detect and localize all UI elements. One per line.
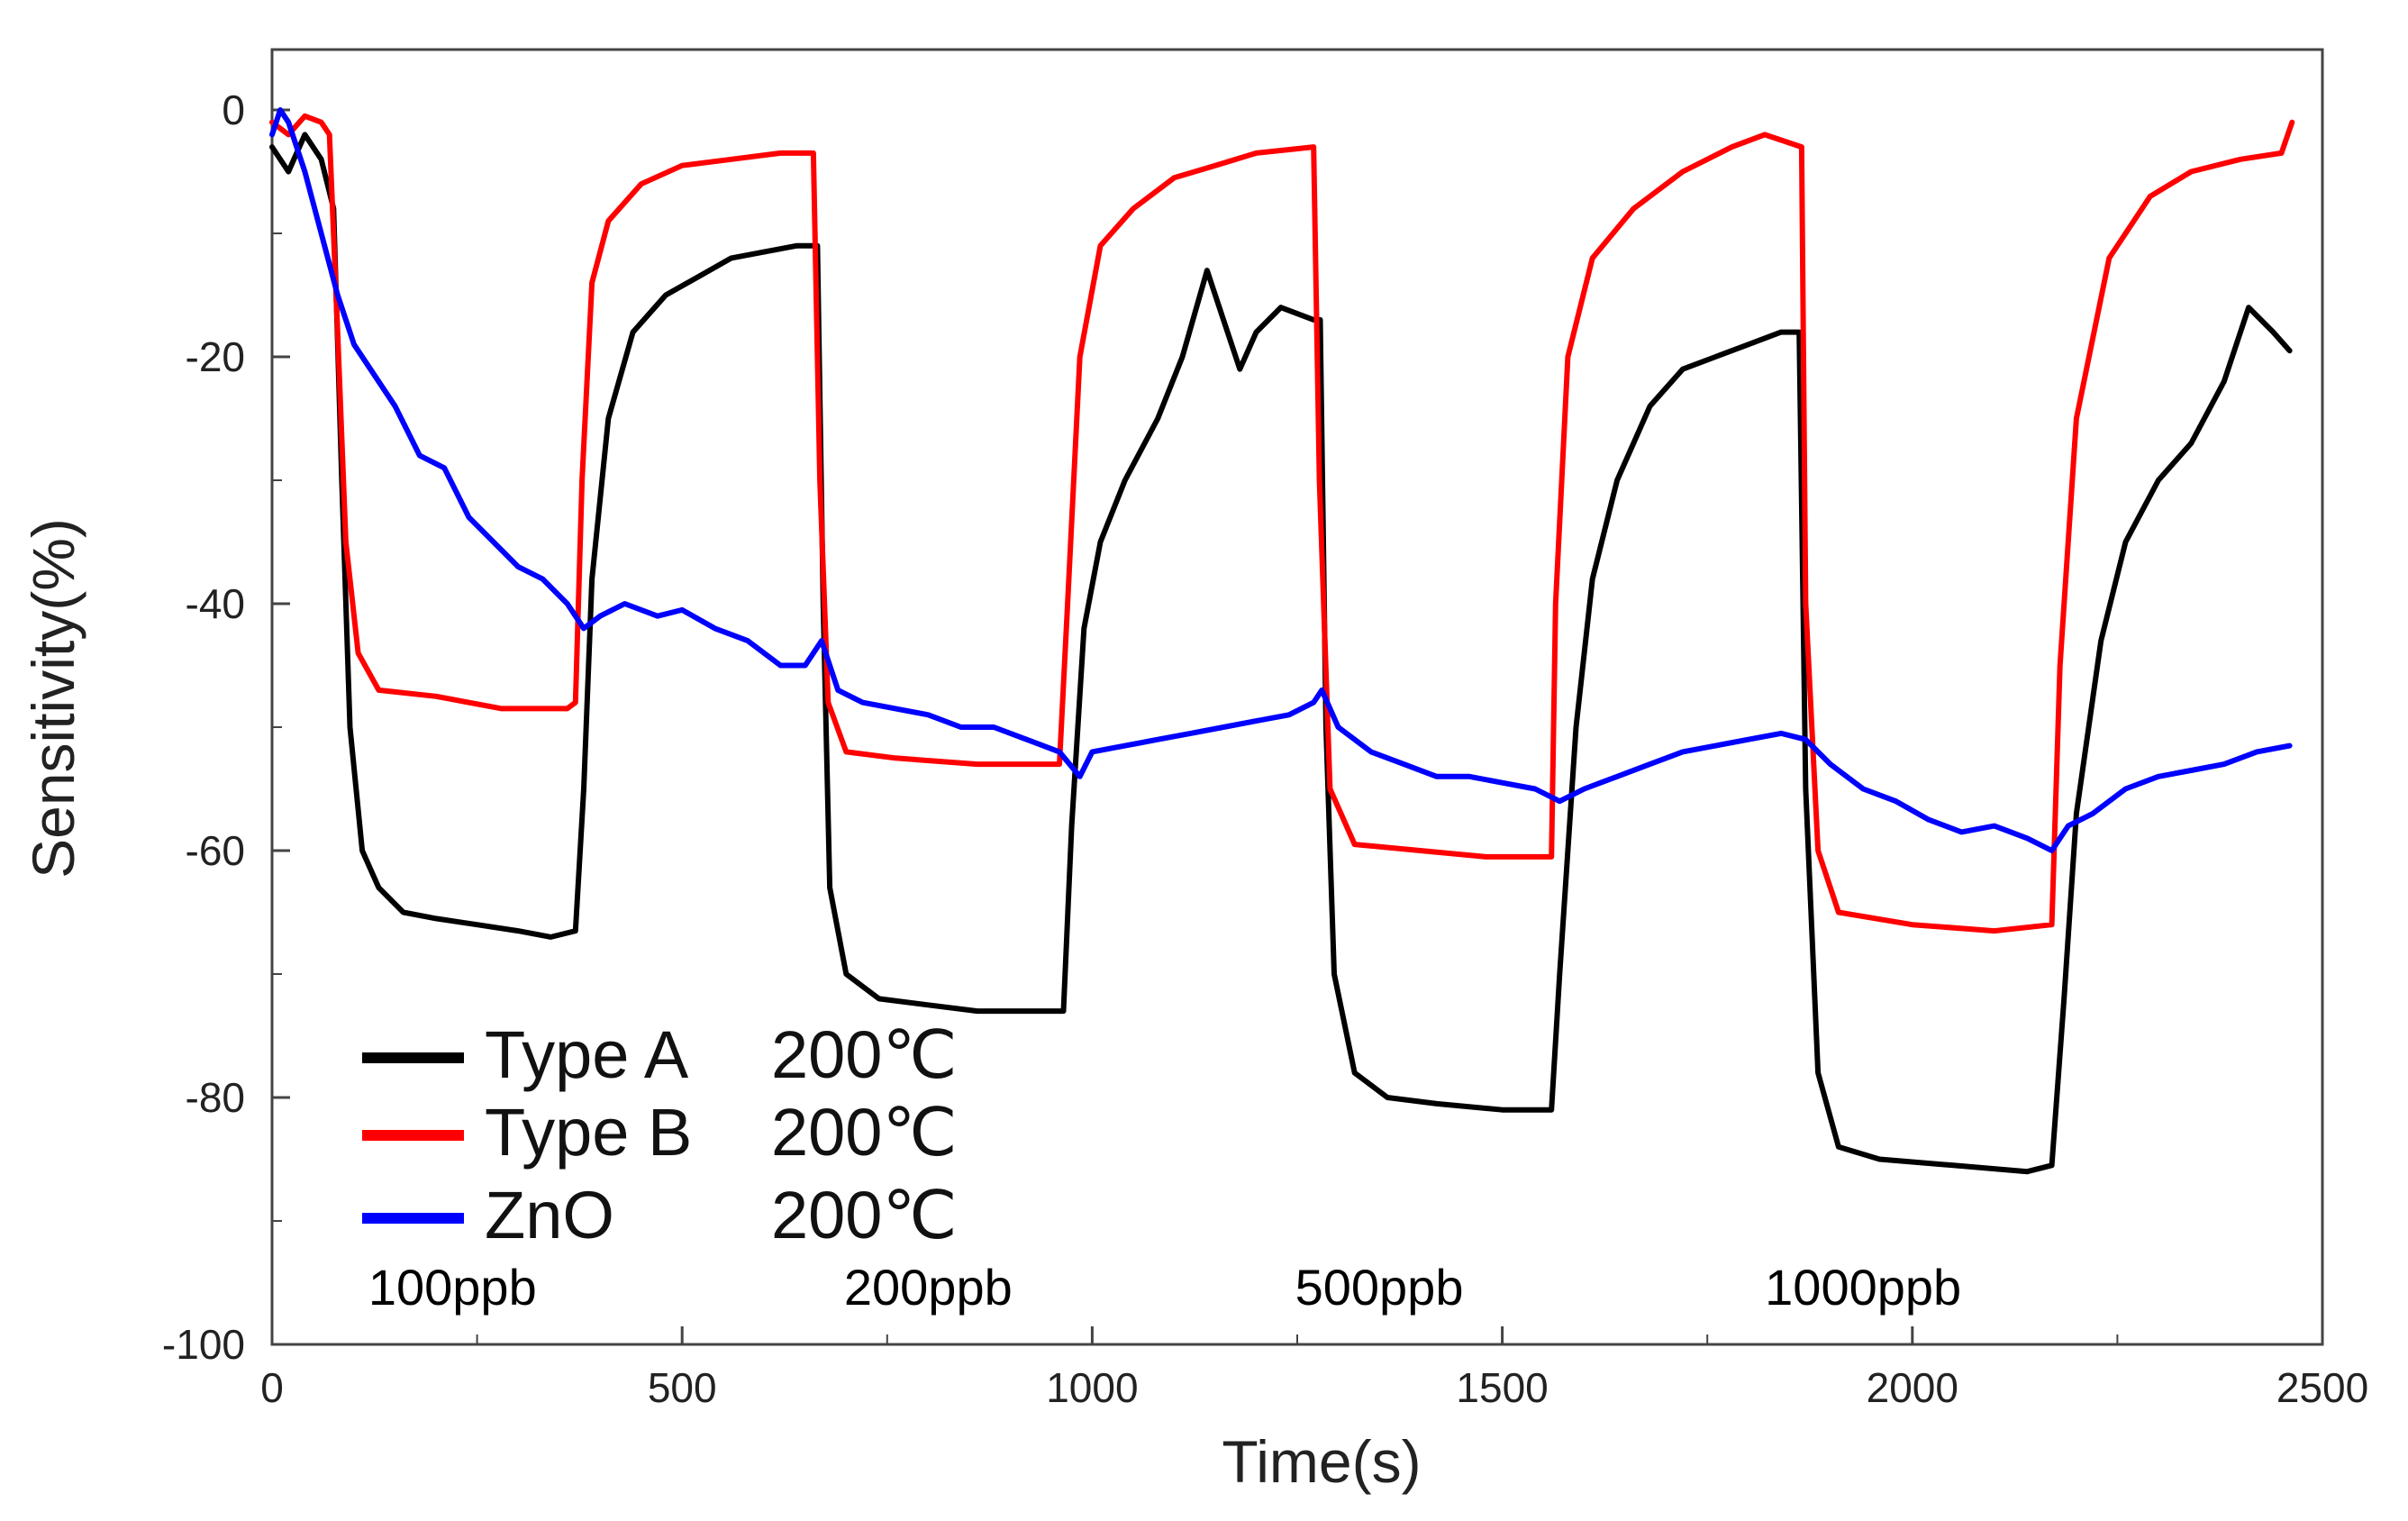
concentration-label: 200ppb bbox=[844, 1259, 1013, 1316]
y-tick-label: -20 bbox=[186, 333, 245, 380]
x-tick-label: 0 bbox=[260, 1364, 284, 1411]
legend-label-zno: ZnO bbox=[485, 1178, 614, 1252]
sensitivity-chart: 0 -20 -40 -60 -80 -100 0 500 1000 1500 2000 2500 1… bbox=[0, 0, 2408, 1521]
concentration-label: 500ppb bbox=[1295, 1259, 1464, 1316]
y-tick-label: -80 bbox=[186, 1074, 245, 1121]
concentration-label: 1000ppb bbox=[1765, 1259, 1961, 1316]
y-tick-label: 0 bbox=[222, 87, 245, 133]
x-tick-label: 1500 bbox=[1456, 1364, 1548, 1411]
y-tick-label: -60 bbox=[186, 827, 245, 874]
y-axis-title: Sensitivity(%) bbox=[20, 518, 86, 879]
concentration-label: 100ppb bbox=[368, 1259, 537, 1316]
x-tick-label: 2000 bbox=[1867, 1364, 1958, 1411]
y-tick-label: -100 bbox=[162, 1321, 245, 1368]
legend-label-type-a: Type A bbox=[485, 1017, 689, 1092]
x-axis-title: Time(s) bbox=[1222, 1428, 1421, 1495]
x-tick-label: 1000 bbox=[1046, 1364, 1138, 1411]
legend-temp-type-a: 200℃ bbox=[771, 1017, 958, 1092]
legend-temp-zno: 200℃ bbox=[771, 1178, 958, 1252]
x-tick-label: 500 bbox=[648, 1364, 717, 1411]
legend-label-type-b: Type B bbox=[485, 1095, 692, 1170]
x-tick-label: 2500 bbox=[2276, 1364, 2368, 1411]
legend-temp-type-b: 200℃ bbox=[771, 1095, 958, 1170]
y-tick-label: -40 bbox=[186, 580, 245, 627]
